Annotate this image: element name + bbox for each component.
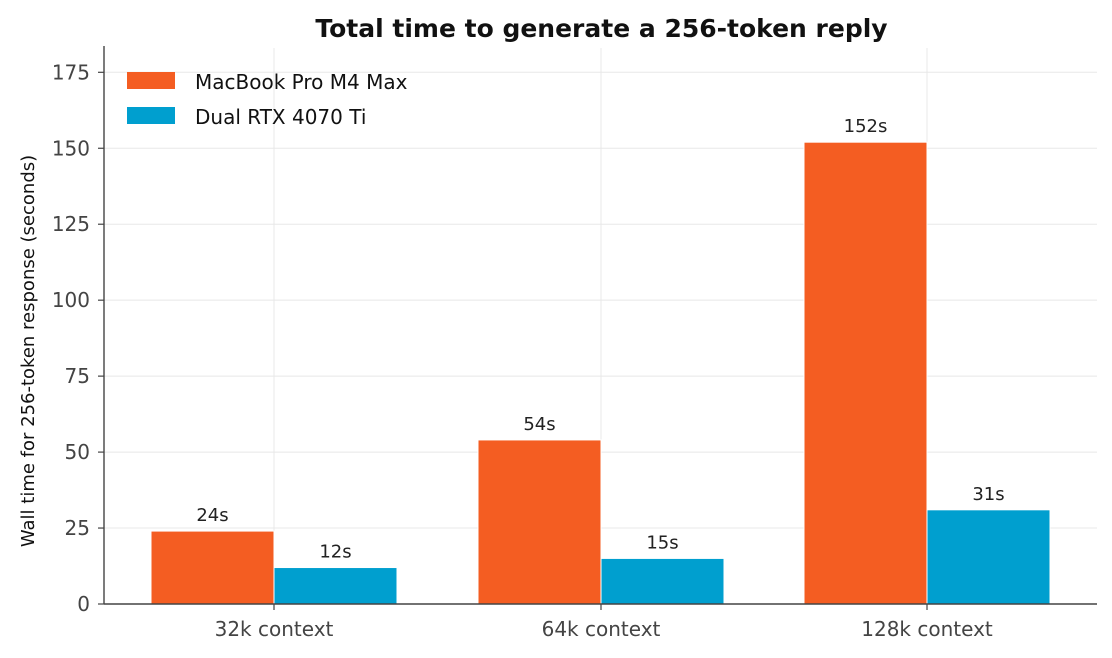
bar-rtx-2 [926,509,1051,605]
x-tick-label-2: 128k context [861,617,993,641]
data-label-macbook-2: 152s [844,116,888,137]
bar-macbook-2 [803,141,928,605]
y-tick-label-25: 25 [65,516,90,540]
y-axis-label: Wall time for 256-token response (second… [18,155,39,547]
bar-rtx-0 [273,567,398,605]
bar-macbook-1 [477,439,602,605]
bar-macbook-0 [150,530,275,605]
y-axis-ticks: 0 25 50 75 100 125 150 175 [52,60,104,616]
data-label-rtx-0: 12s [319,542,351,563]
legend-label-macbook: MacBook Pro M4 Max [195,70,408,94]
chart-title: Total time to generate a 256-token reply [315,14,887,43]
bar-rtx-1 [600,557,725,605]
legend-label-rtx: Dual RTX 4070 Ti [195,105,366,129]
legend: MacBook Pro M4 Max Dual RTX 4070 Ti [127,70,408,129]
y-tick-label-50: 50 [65,440,90,464]
legend-swatch-macbook [127,72,175,89]
data-label-rtx-2: 31s [972,484,1004,505]
y-tick-label-0: 0 [77,592,90,616]
x-tick-label-0: 32k context [215,617,334,641]
x-axis-ticks: 32k context 64k context 128k context [215,604,993,641]
y-tick-label-150: 150 [52,136,90,160]
data-label-rtx-1: 15s [646,532,678,553]
y-tick-label-175: 175 [52,60,90,84]
x-tick-label-1: 64k context [542,617,661,641]
legend-swatch-rtx [127,107,175,124]
data-label-macbook-1: 54s [523,414,555,435]
y-tick-label-125: 125 [52,212,90,236]
data-label-macbook-0: 24s [196,505,228,526]
y-tick-label-75: 75 [65,364,90,388]
y-tick-label-100: 100 [52,288,90,312]
data-labels: 24s 54s 152s 12s 15s 31s [196,116,1004,562]
